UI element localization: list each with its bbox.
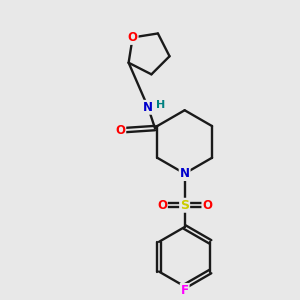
- Text: F: F: [181, 284, 189, 297]
- Text: H: H: [156, 100, 166, 110]
- Text: O: O: [128, 31, 138, 44]
- Text: O: O: [202, 199, 212, 212]
- Text: N: N: [180, 167, 190, 180]
- Text: O: O: [115, 124, 125, 136]
- Text: O: O: [157, 199, 167, 212]
- Text: S: S: [180, 199, 189, 212]
- Text: N: N: [143, 101, 153, 114]
